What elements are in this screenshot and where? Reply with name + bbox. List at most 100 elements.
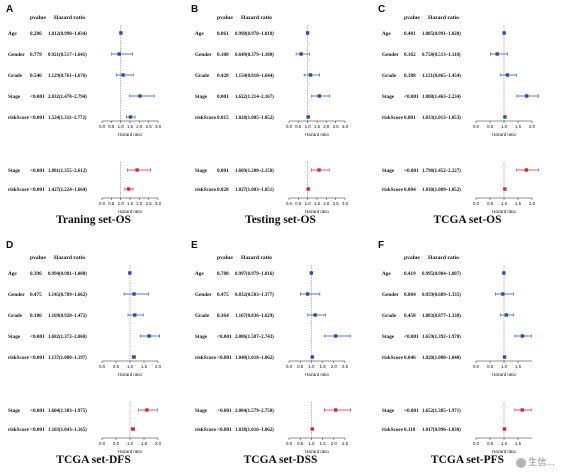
row-pvalue: 0.419 <box>404 271 416 277</box>
x-tick-label: 1.0 <box>118 124 125 129</box>
x-axis-label: Hazard ratio <box>118 132 142 137</box>
header-hazard-ratio: Hazard ratio <box>241 255 272 261</box>
x-axis-label: Hazard ratio <box>305 209 329 214</box>
row-pvalue: <0.001 <box>30 334 45 340</box>
row-pvalue: 0.001 <box>217 168 229 174</box>
x-tick-label: 0.0 <box>286 124 293 129</box>
hr-point <box>305 292 310 296</box>
row-pvalue: <0.001 <box>30 115 45 121</box>
x-tick-label: 0.0 <box>473 201 480 206</box>
header-pvalue: pvalue <box>404 255 420 261</box>
row-pvalue: <0.001 <box>30 168 45 174</box>
row-variable: riskScore <box>382 427 404 433</box>
row-pvalue: 0.475 <box>30 292 42 298</box>
row-hr-label: 1.040(1.018~1.062) <box>235 356 274 361</box>
x-tick-label: 2.0 <box>331 441 338 446</box>
row-variable: Grade <box>382 73 397 79</box>
row-variable: Stage <box>8 408 21 414</box>
row-hr-label: 0.995(0.984~1.007) <box>422 272 461 277</box>
row-variable: riskScore <box>195 115 217 121</box>
header-hazard-ratio: Hazard ratio <box>428 255 459 261</box>
x-tick-label: 1.5 <box>515 364 522 369</box>
x-axis-label: Hazard ratio <box>305 449 329 454</box>
hr-point <box>495 52 499 56</box>
row-variable: Gender <box>195 292 212 298</box>
panel-letter: E <box>191 240 198 251</box>
hr-point <box>117 52 121 56</box>
row-variable: Stage <box>382 408 395 414</box>
row-pvalue: 0.001 <box>217 94 229 100</box>
hr-point <box>135 168 139 172</box>
hr-point <box>133 313 137 317</box>
row-pvalue: 0.015 <box>217 115 229 121</box>
row-variable: Grade <box>382 313 397 319</box>
x-tick-label: 0.0 <box>99 364 106 369</box>
x-tick-label: 0.5 <box>295 201 302 206</box>
x-tick-label: 1.5 <box>127 124 134 129</box>
row-variable: Age <box>382 31 391 37</box>
panel-e: E pvalue Hazard ratio Age 0.780 0.997(0.979~… <box>187 236 374 472</box>
row-hr-label: 0.997(0.979~1.016) <box>235 272 274 277</box>
row-variable: Stage <box>8 94 21 100</box>
row-pvalue: <0.001 <box>30 427 45 433</box>
hr-point <box>317 94 321 98</box>
header-hazard-ratio: Hazard ratio <box>54 255 85 261</box>
row-hr-label: 1.030(1.009~1.052) <box>422 188 461 193</box>
multivariate-block: Stage <0.001 2.084(1.579~2.750)riskScore <0… <box>195 402 351 454</box>
panel-letter: B <box>191 4 199 15</box>
row-variable: riskScore <box>382 187 404 193</box>
row-pvalue: 0.475 <box>217 292 229 298</box>
panel-f: F pvalue Hazard ratio Age 0.419 0.995(0.984~… <box>374 236 561 472</box>
row-hr-label: 1.609(1.200~2.158) <box>235 169 274 174</box>
row-variable: riskScore <box>195 355 217 361</box>
row-variable: Stage <box>382 94 395 100</box>
row-variable: Gender <box>8 292 25 298</box>
panel-letter: D <box>6 240 14 251</box>
x-tick-label: 1.5 <box>314 124 321 129</box>
row-variable: riskScore <box>382 115 404 121</box>
x-tick-label: 1.0 <box>305 201 312 206</box>
panel-title: Traning set-OS <box>56 214 131 226</box>
row-variable: Grade <box>8 73 23 79</box>
row-hr-label: 0.921(0.517~1.641) <box>48 53 87 58</box>
x-tick-label: 1.5 <box>515 124 522 129</box>
watermark-text: 生信... <box>528 458 555 468</box>
row-variable: Gender <box>382 52 399 58</box>
panel-d: D pvalue Hazard ratio Age 0.396 0.994(0.981~… <box>0 236 187 472</box>
x-tick-label: 0.5 <box>295 124 302 129</box>
row-pvalue: 0.481 <box>404 31 416 37</box>
row-pvalue: 0.186 <box>30 313 42 319</box>
row-variable: Grade <box>195 73 210 79</box>
row-pvalue: <0.001 <box>404 168 419 174</box>
row-hr-label: 1.808(1.463~2.234) <box>422 95 461 100</box>
row-pvalue: <0.001 <box>30 94 45 100</box>
x-tick-label: 2.0 <box>155 364 162 369</box>
row-hr-label: 1.427(1.224~1.664) <box>48 188 87 193</box>
x-tick-label: 2.5 <box>342 441 349 446</box>
x-tick-label: 1.5 <box>515 441 522 446</box>
row-variable: Grade <box>8 313 23 319</box>
hr-point <box>524 168 529 172</box>
row-variable: Gender <box>8 52 25 58</box>
row-pvalue: 0.780 <box>217 271 229 277</box>
row-hr-label: 1.129(0.761~1.676) <box>48 74 87 79</box>
row-variable: Grade <box>195 313 210 319</box>
univariate-block: Age 0.861 0.998(0.978~1.018) Gender 0.108 0.6… <box>195 25 349 137</box>
row-pvalue: 0.004 <box>404 187 416 193</box>
row-variable: riskScore <box>8 427 30 433</box>
x-tick-label: 0.0 <box>286 441 293 446</box>
row-hr-label: 1.012(0.990~1.034) <box>48 32 87 37</box>
x-tick-label: 1.5 <box>127 201 134 206</box>
row-pvalue: 0.779 <box>30 52 42 58</box>
header-pvalue: pvalue <box>30 255 46 261</box>
hr-point <box>126 187 131 191</box>
x-tick-label: 1.5 <box>320 364 327 369</box>
multivariate-block: Stage <0.001 1.604(1.303~1.975)riskScore <0… <box>8 402 162 454</box>
x-tick-label: 0.0 <box>99 441 106 446</box>
row-pvalue: 0.046 <box>404 355 416 361</box>
x-tick-label: 0.0 <box>99 124 106 129</box>
row-hr-label: 1.038(1.016~1.062) <box>235 428 274 433</box>
row-hr-label: 1.881(1.355~2.612) <box>48 169 87 174</box>
row-hr-label: 1.121(0.865~1.454) <box>422 74 461 79</box>
hr-point <box>524 94 529 98</box>
